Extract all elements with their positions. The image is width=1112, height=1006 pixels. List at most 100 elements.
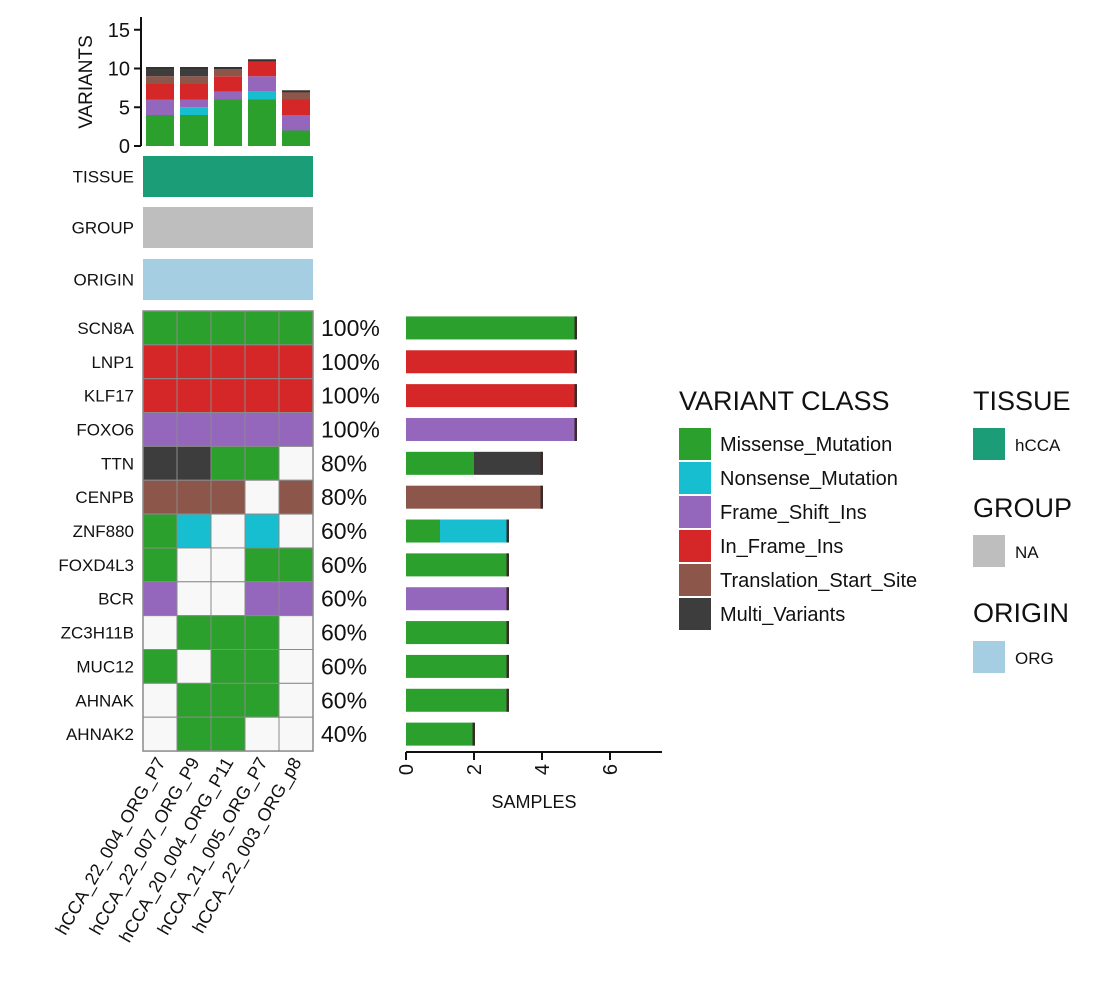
gene-bar-end — [506, 519, 509, 543]
gene-bar-segment — [440, 519, 508, 543]
x-tick-label: 0 — [396, 764, 418, 775]
percent-label: 60% — [321, 687, 367, 713]
heatmap-cell — [176, 378, 212, 414]
legend-label: Translation_Start_Site — [720, 570, 917, 592]
legend-group: GROUP NA — [973, 493, 1072, 567]
gene-bar-segment — [406, 417, 576, 441]
gene-bar-segment — [406, 316, 576, 340]
gene-label: TTN — [101, 454, 134, 473]
gene-bar-segment — [406, 621, 508, 645]
top-bar-cap — [248, 59, 276, 62]
heatmap-cell — [244, 513, 280, 549]
top-bar-cap — [180, 67, 208, 69]
heatmap-cell — [142, 344, 178, 380]
legend-label: Nonsense_Mutation — [720, 468, 898, 490]
top-bar-segment — [146, 76, 174, 84]
x-tick-label: 2 — [464, 764, 486, 775]
gene-bar-end — [506, 621, 509, 645]
heatmap-cell — [244, 445, 280, 481]
gene-label: CENPB — [75, 488, 134, 507]
percent-labels: 100% 100% 100% 100% 80% 80% 60% 60% 60% 60% 60% 60%… — [321, 315, 380, 747]
annotation-track-label: ORIGIN — [74, 271, 134, 290]
heatmap-cell — [278, 682, 314, 718]
gene-bar-segment — [406, 587, 508, 611]
heatmap-cell — [244, 344, 280, 380]
legend-origin-title: ORIGIN — [973, 598, 1069, 628]
heatmap-cell — [210, 581, 246, 617]
heatmap-cell — [176, 649, 212, 684]
legend-label: ORG — [1015, 649, 1054, 668]
top-bars — [146, 59, 310, 146]
gene-bar-segment — [474, 451, 542, 475]
legend-swatch-in-frame-ins — [679, 530, 711, 562]
percent-label: 100% — [321, 383, 380, 409]
top-bar-segment — [180, 84, 208, 100]
legend-label: In_Frame_Ins — [720, 536, 843, 558]
y-axis: 0 5 10 15 — [108, 17, 142, 158]
heatmap-cell — [142, 581, 178, 617]
heatmap-cell — [176, 547, 212, 583]
y-axis-label: VARIANTS — [76, 35, 97, 129]
heatmap-cell — [176, 682, 212, 718]
y-tick-label: 15 — [108, 20, 130, 42]
percent-label: 80% — [321, 450, 367, 476]
heatmap-cell — [210, 615, 246, 651]
sample-labels: hCCA_22_004_ORG_P7hCCA_22_007_ORG_P9hCCA… — [52, 754, 307, 946]
top-bar-segment — [180, 115, 208, 146]
heatmap-cell — [210, 310, 246, 346]
heatmap-cell — [278, 378, 314, 414]
annotation-track-label: TISSUE — [73, 168, 134, 187]
gene-bar-end — [574, 350, 577, 374]
heatmap-cell — [278, 513, 314, 549]
legend-group-title: GROUP — [973, 493, 1072, 523]
gene-label: AHNAK2 — [66, 725, 134, 744]
gene-label: MUC12 — [76, 657, 134, 676]
heatmap-border — [142, 310, 314, 752]
legend-swatch-multi-variants — [679, 598, 711, 630]
top-bar-segment — [180, 107, 208, 115]
top-bar-segment — [248, 91, 276, 100]
heatmap-cell — [142, 310, 178, 346]
top-bar-segment — [214, 91, 242, 100]
gene-bar-end — [574, 384, 577, 408]
legend-label: hCCA — [1015, 436, 1061, 455]
gene-bar-segment — [406, 688, 508, 712]
gene-bar-end — [574, 316, 577, 340]
heatmap-cell — [244, 615, 280, 651]
heatmap-cell — [142, 378, 178, 414]
heatmap-cell — [244, 378, 280, 414]
top-bar-segment — [180, 99, 208, 108]
gene-bar-segment — [406, 384, 576, 408]
heatmap-cell — [176, 716, 212, 752]
heatmap-cell — [210, 479, 246, 515]
y-tick-label: 10 — [108, 59, 130, 81]
gene-bar-segment — [406, 654, 508, 678]
top-bar-segment — [214, 76, 242, 92]
legend-swatch-nonsense-mutation — [679, 462, 711, 494]
top-bar-segment — [282, 99, 310, 115]
heatmap-cell — [176, 445, 212, 481]
heatmap-cell — [176, 310, 212, 346]
heatmap-cell — [210, 682, 246, 718]
annotation-tracks: TISSUE GROUP ORIGIN — [72, 156, 313, 300]
percent-label: 100% — [321, 315, 380, 341]
y-tick-label: 5 — [119, 97, 130, 119]
heatmap-cell — [278, 310, 314, 346]
heatmap-cell — [244, 682, 280, 718]
percent-label: 60% — [321, 586, 367, 612]
top-bar-cap — [214, 67, 242, 69]
gene-label: SCN8A — [77, 319, 134, 338]
heatmap-cell — [244, 412, 280, 447]
gene-bar-end — [540, 485, 543, 509]
gene-label: AHNAK — [75, 691, 134, 710]
gene-bar-segment — [406, 451, 474, 475]
heatmap-cell — [142, 615, 178, 651]
legend-swatch-missense-mutation — [679, 428, 711, 460]
gene-label: ZNF880 — [73, 522, 134, 541]
top-bar-segment — [146, 99, 174, 115]
legend-label: Frame_Shift_Ins — [720, 502, 867, 524]
mutation-heatmap — [142, 310, 314, 752]
top-bar-segment — [248, 76, 276, 92]
top-bar-segment — [282, 115, 310, 131]
gene-label: FOXO6 — [76, 420, 134, 439]
